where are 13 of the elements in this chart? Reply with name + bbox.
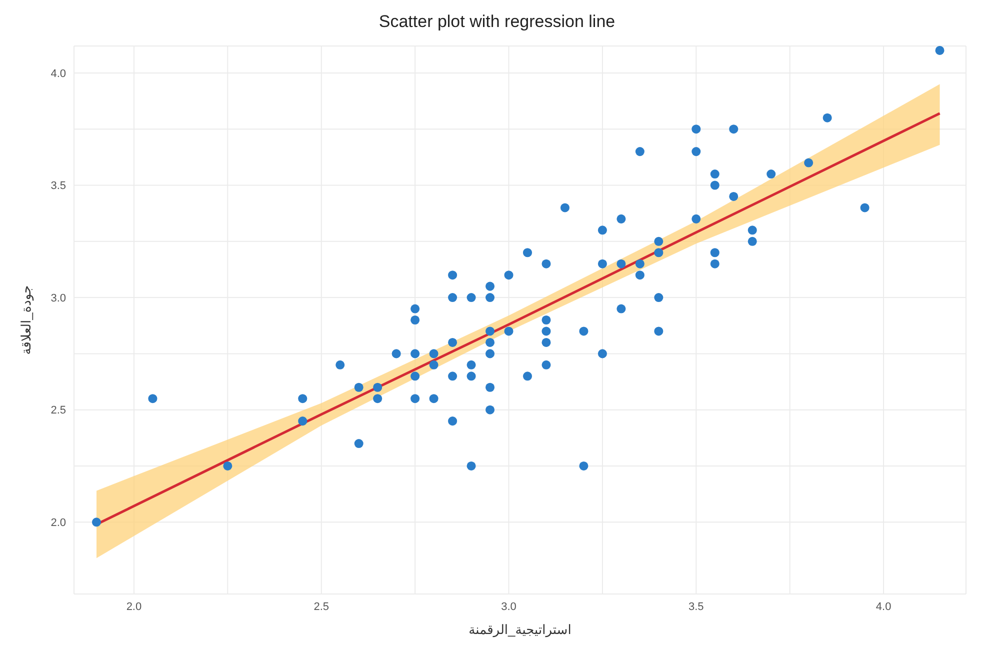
y-axis-title: جودة_العلاقة	[18, 285, 35, 355]
y-tick-label: 2.5	[50, 404, 66, 417]
x-tick-label: 3.0	[501, 600, 516, 613]
y-tick-label: 3.0	[50, 292, 66, 304]
y-tick-label: 4.0	[50, 68, 66, 80]
x-tick-label: 2.0	[126, 600, 142, 613]
x-tick-label: 3.5	[688, 600, 704, 613]
x-tick-label: 4.0	[876, 600, 892, 613]
x-tick-label: 2.5	[314, 600, 330, 613]
y-tick-label: 3.5	[50, 180, 66, 192]
chart-title: Scatter plot with regression line	[378, 11, 616, 33]
y-tick-label: 2.0	[50, 517, 66, 530]
x-axis-title: استراتيجية_الرقمنة	[468, 622, 572, 638]
